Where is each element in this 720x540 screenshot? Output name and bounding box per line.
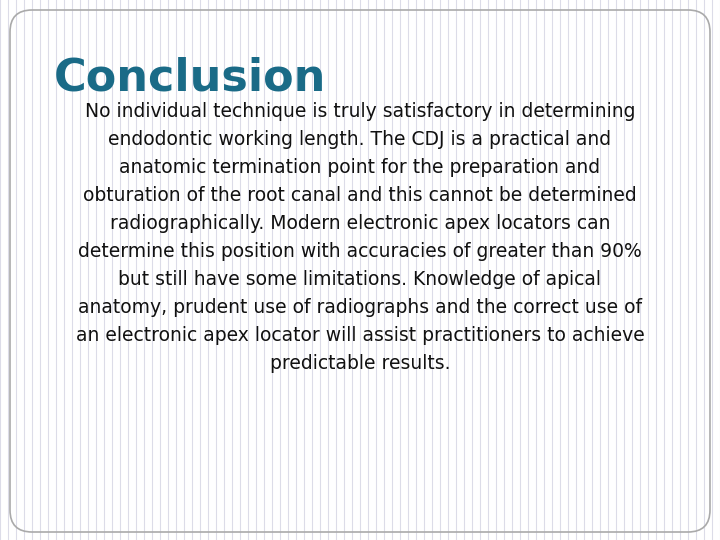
Text: No individual technique is truly satisfactory in determining
endodontic working : No individual technique is truly satisfa… <box>76 102 644 373</box>
Text: Conclusion: Conclusion <box>54 57 326 100</box>
